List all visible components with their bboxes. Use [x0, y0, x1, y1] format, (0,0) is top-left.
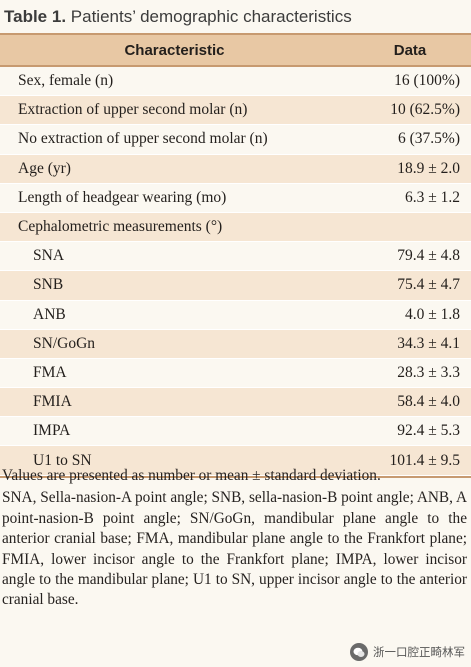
wechat-icon: [350, 643, 368, 661]
row-label: ANB: [33, 305, 66, 323]
watermark-text: 浙一口腔正畸林军: [373, 645, 465, 659]
row-label: Age (yr): [18, 159, 71, 177]
row-label: SN/GoGn: [33, 334, 96, 352]
row-label: SNA: [33, 247, 65, 265]
row-value: 18.9 ± 2.0: [397, 159, 460, 177]
table-row: Sex, female (n) 16 (100%): [0, 67, 471, 97]
demographics-table: Characteristic Data Sex, female (n) 16 (1…: [0, 33, 471, 478]
table-bottom-rule: [0, 475, 471, 478]
column-header-data: Data: [393, 41, 427, 59]
table-row: Age (yr) 18.9 ± 2.0: [0, 154, 471, 184]
table-row: No extraction of upper second molar (n) 6…: [0, 125, 471, 155]
footnote-abbreviations: SNA, Sella-nasion-A point angle; SNB, se…: [2, 489, 467, 609]
column-header-characteristic: Characteristic: [124, 41, 225, 59]
row-value: 92.4 ± 5.3: [397, 422, 460, 440]
table-row: Extraction of upper second molar (n) 10 (…: [0, 96, 471, 126]
footnote-values: Values are presented as number or mean ±…: [2, 467, 381, 484]
table-row: FMA 28.3 ± 3.3: [0, 358, 471, 389]
row-value: 28.3 ± 3.3: [397, 363, 460, 381]
row-value: 34.3 ± 4.1: [397, 334, 460, 352]
row-value: 4.0 ± 1.8: [404, 305, 460, 323]
row-value: 6 (37.5%): [398, 130, 460, 148]
watermark: 浙一口腔正畸林军: [350, 643, 465, 661]
table-row: ANB 4.0 ± 1.8: [0, 300, 471, 330]
row-label: SNB: [33, 276, 64, 294]
table-row: SNA 79.4 ± 4.8: [0, 242, 471, 272]
table-row: Cephalometric measurements (°): [0, 212, 471, 243]
row-label: Cephalometric measurements (°): [18, 218, 223, 236]
table-footnotes: Values are presented as number or mean ±…: [2, 466, 467, 613]
row-label: Sex, female (n): [18, 72, 114, 90]
table-row: IMPA 92.4 ± 5.3: [0, 417, 471, 447]
row-value: 75.4 ± 4.7: [397, 276, 460, 294]
row-value: 16 (100%): [394, 72, 460, 90]
row-label: FMA: [33, 363, 67, 381]
table-number: Table 1.: [4, 7, 67, 26]
row-label: U1 to SN: [33, 451, 92, 469]
row-value: 10 (62.5%): [390, 101, 460, 119]
row-label: IMPA: [33, 422, 71, 440]
table-body: Sex, female (n) 16 (100%) Extraction of up…: [0, 67, 471, 476]
row-label: Extraction of upper second molar (n): [18, 101, 248, 119]
row-value: 58.4 ± 4.0: [397, 393, 460, 411]
row-value: 79.4 ± 4.8: [397, 247, 460, 265]
table-title-text: Patients’ demographic characteristics: [66, 7, 352, 26]
table-header-row: Characteristic Data: [0, 35, 471, 67]
table-row: FMIA 58.4 ± 4.0: [0, 388, 471, 418]
row-label: Length of headgear wearing (mo): [18, 188, 227, 206]
table-top-rule: [0, 33, 471, 35]
row-label: FMIA: [33, 393, 72, 411]
table-row: SNB 75.4 ± 4.7: [0, 271, 471, 301]
row-value: 101.4 ± 9.5: [389, 451, 460, 469]
table-row: Length of headgear wearing (mo) 6.3 ± 1.2: [0, 183, 471, 213]
table-row: SN/GoGn 34.3 ± 4.1: [0, 329, 471, 359]
table-title: Table 1. Patients’ demographic character…: [0, 3, 471, 31]
row-label: No extraction of upper second molar (n): [18, 130, 268, 148]
row-value: 6.3 ± 1.2: [404, 188, 460, 206]
table-row: U1 to SN 101.4 ± 9.5: [0, 446, 471, 476]
